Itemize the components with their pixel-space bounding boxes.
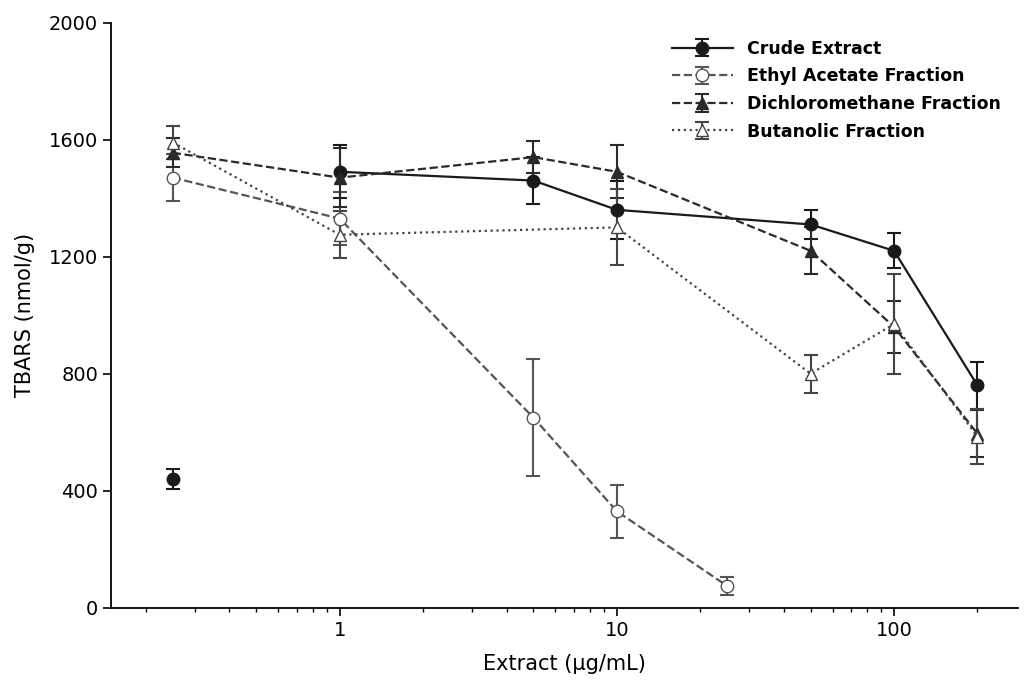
Y-axis label: TBARS (nmol/g): TBARS (nmol/g)	[15, 233, 35, 398]
X-axis label: Extract (μg/mL): Extract (μg/mL)	[483, 654, 646, 674]
Legend: Crude Extract, Ethyl Acetate Fraction, Dichloromethane Fraction, Butanolic Fract: Crude Extract, Ethyl Acetate Fraction, D…	[663, 31, 1009, 150]
